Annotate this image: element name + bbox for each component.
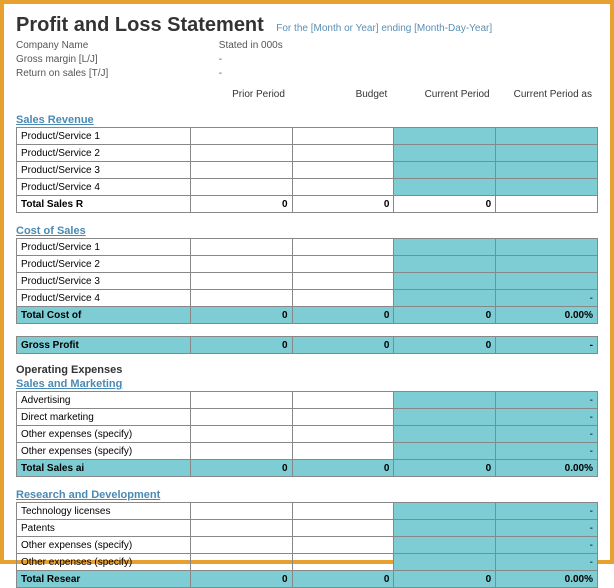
sales-revenue-table: Product/Service 1 Product/Service 2 Prod… (16, 127, 598, 213)
table-row: Product/Service 3 (17, 273, 191, 290)
company-label: Company Name (16, 40, 216, 51)
table-row: Other expenses (specify) (17, 443, 191, 460)
return-sales-value: - (219, 68, 222, 79)
total-row: Total Cost of (17, 307, 191, 324)
sales-revenue-header: Sales Revenue (16, 114, 598, 126)
cost-sales-table: Product/Service 1 Product/Service 2 Prod… (16, 238, 598, 324)
subtitle: For the [Month or Year] ending [Month-Da… (276, 23, 492, 34)
col-current-as: Current Period as (496, 87, 598, 102)
company-value: Stated in 000s (219, 40, 283, 51)
total-row: Total Resear (17, 571, 191, 588)
return-sales-label: Return on sales [T/J] (16, 68, 216, 79)
col-budget: Budget (291, 87, 393, 102)
gross-profit-table: Gross Profit000- (16, 336, 598, 354)
table-row: Patents (17, 520, 191, 537)
cost-sales-header: Cost of Sales (16, 225, 598, 237)
table-row: Product/Service 2 (17, 256, 191, 273)
gross-profit-row: Gross Profit (17, 337, 191, 354)
column-headers: Prior Period Budget Current Period Curre… (16, 87, 598, 102)
table-row: Other expenses (specify) (17, 537, 191, 554)
table-row: Product/Service 2 (17, 145, 191, 162)
table-row: Product/Service 1 (17, 128, 191, 145)
table-row: Other expenses (specify) (17, 426, 191, 443)
col-prior: Prior Period (189, 87, 291, 102)
table-row: Advertising (17, 392, 191, 409)
table-row: Product/Service 4 (17, 179, 191, 196)
table-row: Technology licenses (17, 503, 191, 520)
table-row: Other expenses (specify) (17, 554, 191, 571)
rnd-table: Technology licenses- Patents- Other expe… (16, 502, 598, 588)
table-row: Product/Service 1 (17, 239, 191, 256)
sales-marketing-header: Sales and Marketing (16, 378, 598, 390)
table-row: Product/Service 4 (17, 290, 191, 307)
total-row: Total Sales ai (17, 460, 191, 477)
gross-margin-label: Gross margin [L/J] (16, 54, 216, 65)
col-current: Current Period (393, 87, 495, 102)
table-row: Product/Service 3 (17, 162, 191, 179)
table-row: Direct marketing (17, 409, 191, 426)
total-row: Total Sales R (17, 196, 191, 213)
rnd-header: Research and Development (16, 489, 598, 501)
gross-margin-value: - (219, 54, 222, 65)
page-title: Profit and Loss Statement (16, 14, 264, 37)
operating-header: Operating Expenses (16, 364, 598, 376)
sales-marketing-table: Advertising- Direct marketing- Other exp… (16, 391, 598, 477)
